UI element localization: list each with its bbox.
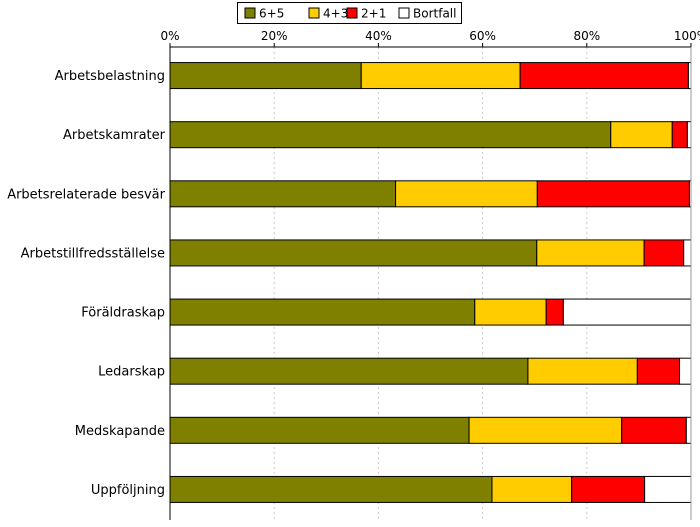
legend-swatch-4-3 (308, 7, 320, 19)
bars (169, 62, 692, 503)
bar-arbetskamrater-6-5 (169, 121, 612, 149)
axes (169, 46, 692, 520)
bar-föräldraskap-bortfall (562, 298, 692, 326)
grid (273, 47, 588, 520)
bar-arbetsbelastning-6-5 (169, 62, 362, 90)
bar-medskapande-bortfall (685, 416, 692, 444)
legend-swatch-bortfall (398, 7, 410, 19)
bar-arbetskamrater-2-1 (671, 121, 688, 149)
bar-medskapande-2-1 (621, 416, 687, 444)
bar-arbetstillfredsställelse-4-3 (536, 239, 645, 267)
bar-arbetskamrater-4-3 (610, 121, 673, 149)
legend-swatch-2-1 (346, 7, 358, 19)
x-axis-ticks: 0% 20% 40% 60% 80% 100% (160, 29, 700, 47)
legend-label-2-1: 2+1 (361, 7, 386, 21)
x-tick-label: 80% (573, 29, 600, 43)
category-label: Uppföljning (91, 483, 165, 498)
bar-arbetsbelastning-4-3 (360, 62, 521, 90)
bar-ledarskap-6-5 (169, 357, 529, 385)
x-tick-label: 60% (469, 29, 496, 43)
category-label: Medskapande (75, 424, 165, 439)
bar-arbetstillfredsställelse-2-1 (643, 239, 685, 267)
bar-medskapande-4-3 (468, 416, 623, 444)
bar-föräldraskap-6-5 (169, 298, 476, 326)
bar-arbetsrelaterade-besvär-2-1 (536, 180, 690, 208)
legend-label-6-5: 6+5 (259, 7, 284, 21)
bar-föräldraskap-2-1 (545, 298, 564, 326)
category-label: Föräldraskap (81, 306, 165, 321)
category-label: Arbetsrelaterade besvär (7, 187, 165, 202)
bar-uppföljning-4-3 (491, 475, 573, 503)
bar-arbetsrelaterade-besvär-4-3 (395, 180, 538, 208)
x-tick-label: 40% (365, 29, 392, 43)
x-tick-label: 0% (160, 29, 179, 43)
legend: 6+5 4+3 2+1 Bortfall (237, 2, 462, 24)
bar-uppföljning-bortfall (644, 475, 692, 503)
bar-föräldraskap-4-3 (474, 298, 547, 326)
bar-ledarskap-2-1 (636, 357, 681, 385)
category-labels: Arbetsbelastning Arbetskamrater Arbetsrela… (7, 69, 165, 498)
bar-arbetstillfredsställelse-bortfall (683, 239, 692, 267)
legend-swatch-6-5 (244, 7, 256, 19)
category-label: Ledarskap (98, 365, 165, 380)
legend-label-bortfall: Bortfall (413, 7, 456, 21)
legend-label-4-3: 4+3 (323, 7, 348, 21)
x-tick-label: 20% (261, 29, 288, 43)
x-tick-label: 100% (674, 29, 700, 43)
bar-arbetskamrater-bortfall (686, 121, 692, 149)
bar-arbetstillfredsställelse-6-5 (169, 239, 538, 267)
bar-uppföljning-2-1 (571, 475, 646, 503)
bar-ledarskap-4-3 (527, 357, 638, 385)
category-label: Arbetskamrater (63, 128, 166, 143)
bar-arbetsbelastning-2-1 (519, 62, 689, 90)
bar-ledarskap-bortfall (679, 357, 692, 385)
bar-arbetsrelaterade-besvär-6-5 (169, 180, 397, 208)
bar-medskapande-6-5 (169, 416, 470, 444)
bar-uppföljning-6-5 (169, 475, 493, 503)
category-label: Arbetsbelastning (55, 69, 165, 84)
category-label: Arbetstillfredsställelse (21, 246, 165, 261)
